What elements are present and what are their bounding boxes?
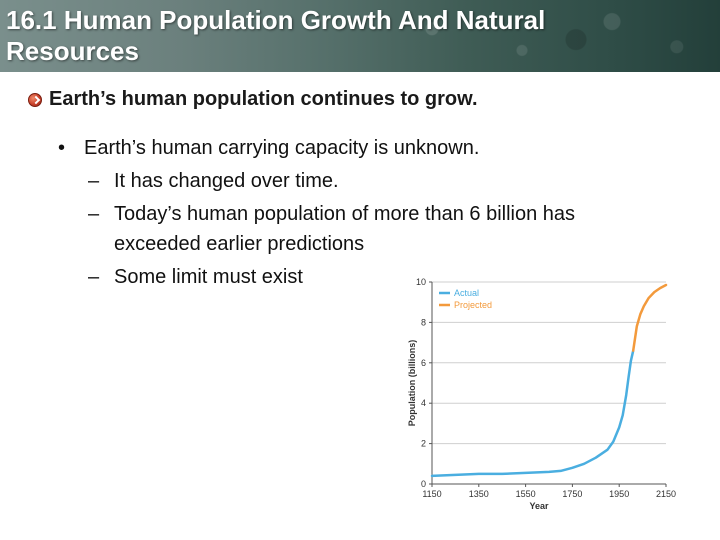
bullet-text: Earth’s human carrying capacity is unkno… bbox=[84, 137, 480, 159]
x-tick-label: 1150 bbox=[422, 489, 441, 499]
subbullet-dash: – bbox=[88, 170, 100, 192]
subbullet-text-continued: exceeded earlier predictions bbox=[114, 233, 365, 255]
legend-label: Actual bbox=[454, 288, 479, 298]
x-tick-label: 1350 bbox=[469, 489, 489, 499]
slide-heading: Earth’s human population continues to gr… bbox=[49, 88, 478, 110]
subbullet-dash: – bbox=[88, 266, 100, 288]
x-tick-label: 1950 bbox=[609, 489, 629, 499]
subbullet-text: Today’s human population of more than 6 … bbox=[114, 203, 576, 225]
y-tick-label: 6 bbox=[421, 358, 426, 368]
y-tick-label: 10 bbox=[416, 277, 426, 287]
subbullet-text: Some limit must exist bbox=[114, 266, 303, 288]
y-tick-label: 8 bbox=[421, 317, 426, 327]
subbullet-item: – It has changed over time. bbox=[58, 165, 575, 198]
x-tick-label: 1750 bbox=[562, 489, 582, 499]
legend-label: Projected bbox=[454, 300, 492, 310]
title-bar: 16.1 Human Population Growth And Natural… bbox=[0, 0, 720, 72]
bullet-item: • Earth’s human carrying capacity is unk… bbox=[58, 132, 575, 165]
bullet-list: • Earth’s human carrying capacity is unk… bbox=[58, 132, 575, 294]
heading-row: Earth’s human population continues to gr… bbox=[28, 88, 478, 111]
series-line-projected bbox=[631, 283, 668, 352]
subbullet-item: – Today’s human population of more than … bbox=[58, 198, 575, 261]
subbullet-text: It has changed over time. bbox=[114, 170, 339, 192]
x-axis-label: Year bbox=[529, 501, 549, 511]
y-tick-label: 4 bbox=[421, 398, 426, 408]
bullet-dot: • bbox=[58, 137, 66, 159]
subbullet-item: – Some limit must exist bbox=[58, 261, 575, 294]
x-tick-label: 2150 bbox=[656, 489, 676, 499]
y-tick-label: 2 bbox=[421, 439, 426, 449]
title-bar-texture bbox=[360, 0, 720, 72]
series-line-actual bbox=[430, 349, 635, 478]
y-axis-label: Population (billions) bbox=[407, 340, 417, 427]
checkmark-bullet-icon bbox=[28, 92, 42, 107]
x-tick-label: 1550 bbox=[516, 489, 536, 499]
subbullet-dash: – bbox=[88, 203, 100, 225]
population-chart: 0 2 4 6 8 10 1150 1350 1550 1750 1950 2150 Year Popul… bbox=[407, 277, 676, 511]
slide-title: 16.1 Human Population Growth And Natural… bbox=[6, 5, 546, 66]
y-tick-label: 0 bbox=[421, 479, 426, 489]
